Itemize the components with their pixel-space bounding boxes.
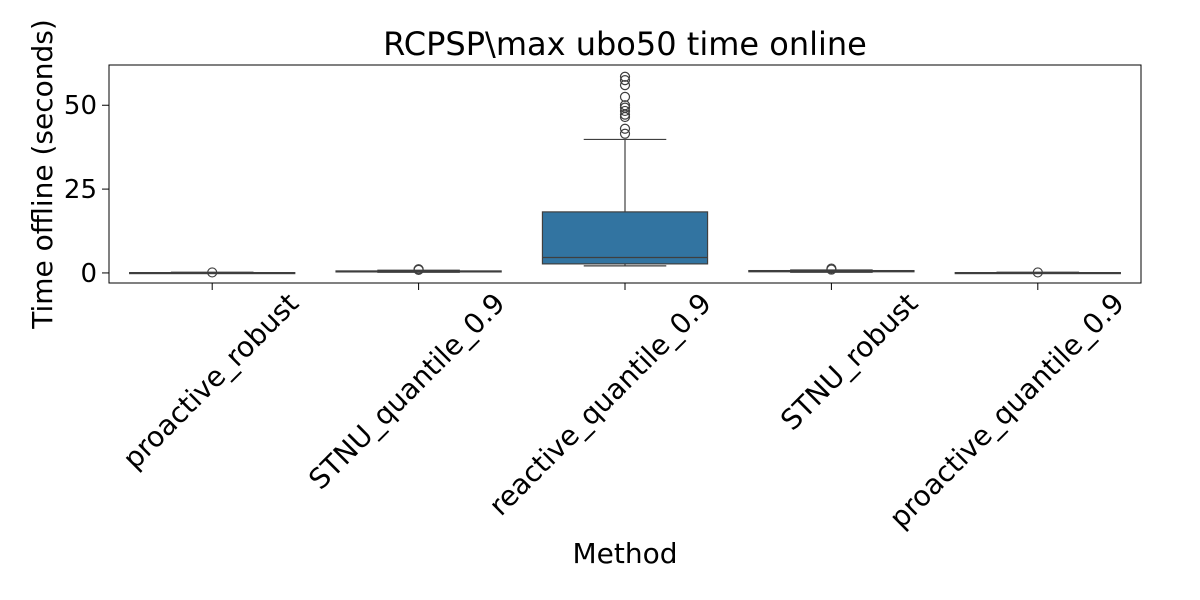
x-tick-label: STNU_robust (774, 287, 924, 437)
outlier-point (826, 263, 837, 274)
y-tick-label: 0 (80, 259, 97, 289)
outlier-point (619, 91, 631, 102)
outlier-point (619, 71, 631, 82)
y-tick-label: 25 (64, 175, 97, 205)
outlier-point (619, 123, 631, 134)
x-axis: proactive_robustSTNU_quantile_0.9reactiv… (116, 283, 1131, 535)
x-tick-label: reactive_quantile_0.9 (483, 287, 718, 522)
outlier-point (619, 100, 631, 111)
outlier-point (1032, 267, 1043, 278)
box (541, 211, 709, 265)
plot-area (129, 71, 1121, 278)
x-tick-label: proactive_quantile_0.9 (883, 287, 1131, 535)
outlier-point (619, 80, 631, 91)
y-axis-label: Time offline (seconds) (26, 19, 59, 330)
y-axis: 0 25 50 (64, 91, 109, 289)
outlier-point (619, 128, 631, 139)
outlier-point (619, 74, 631, 86)
plot-frame (108, 64, 1142, 284)
chart-title: RCPSP\max ubo50 time online (383, 25, 867, 63)
x-tick-label: proactive_robust (116, 287, 305, 476)
outlier-point (207, 267, 218, 278)
y-tick-label: 50 (64, 91, 97, 121)
outlier-point (619, 105, 631, 117)
x-tick-label: STNU_quantile_0.9 (302, 287, 511, 496)
outlier-point (413, 264, 424, 275)
x-axis-label: Method (572, 537, 677, 570)
